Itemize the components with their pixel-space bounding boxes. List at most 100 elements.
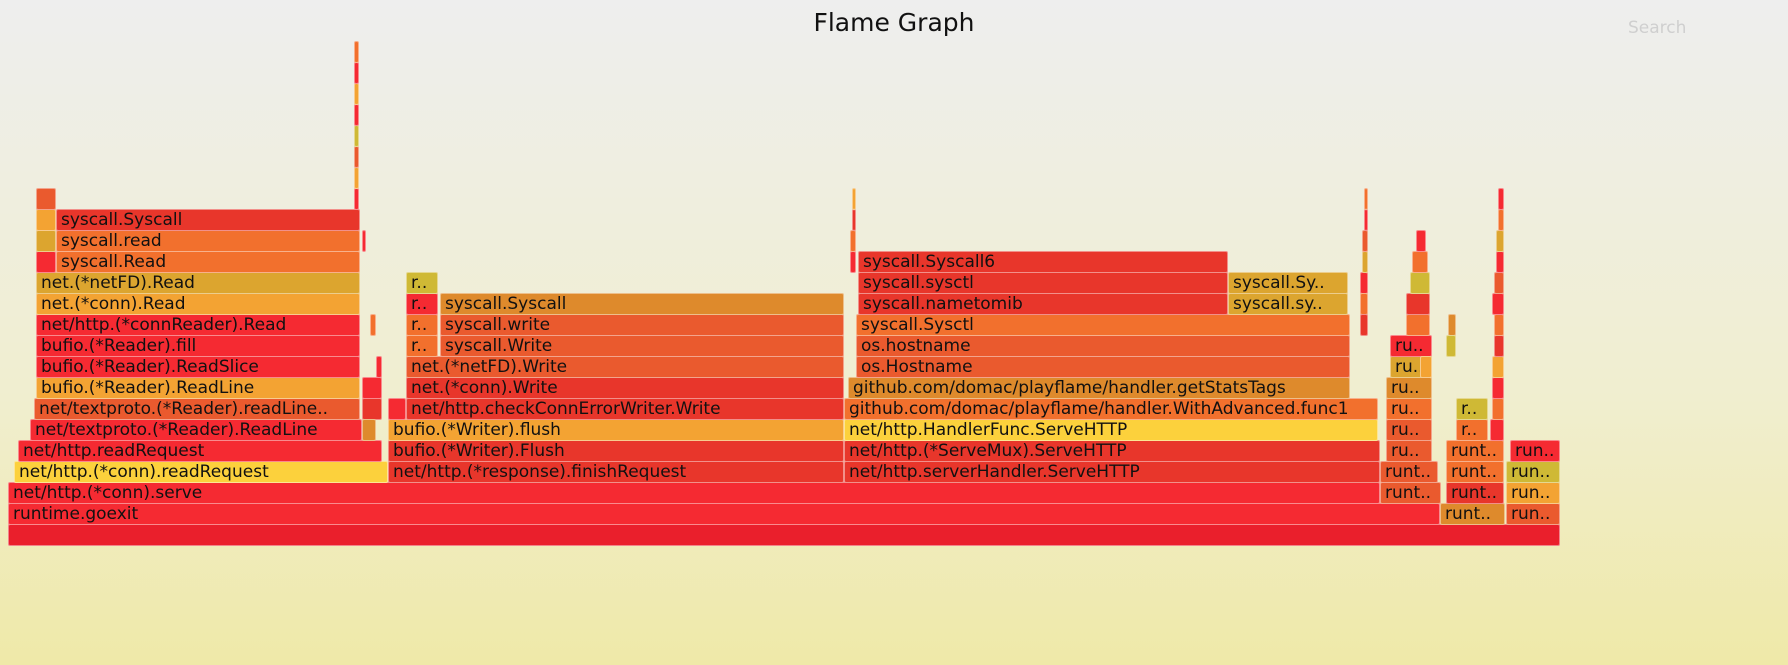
flame-frame[interactable]: runtime.goexit [8, 503, 1440, 525]
flame-frame[interactable]: net.(*conn).Write [406, 377, 844, 399]
flame-frame[interactable]: net.(*conn).Read [36, 293, 360, 315]
flame-frame[interactable] [1362, 230, 1368, 252]
flame-frame[interactable]: syscall.sy.. [1228, 293, 1348, 315]
flame-frame[interactable]: net/http.serverHandler.ServeHTTP [844, 461, 1380, 483]
flame-frame[interactable] [852, 209, 856, 231]
flame-frame[interactable] [1492, 398, 1504, 420]
flame-frame[interactable]: runt.. [1380, 482, 1441, 504]
flame-frame[interactable]: syscall.write [440, 314, 844, 336]
flame-frame[interactable]: net/textproto.(*Reader).readLine.. [34, 398, 360, 420]
flame-frame[interactable] [1498, 188, 1504, 210]
flame-frame[interactable]: syscall.Sy.. [1228, 272, 1348, 294]
flame-frame[interactable]: syscall.Write [440, 335, 844, 357]
flame-frame[interactable] [1498, 209, 1504, 231]
flame-frame[interactable] [354, 167, 359, 189]
flame-frame[interactable]: syscall.read [56, 230, 360, 252]
flame-frame[interactable]: net.(*netFD).Write [406, 356, 844, 378]
flame-frame[interactable]: r.. [406, 335, 438, 357]
flame-frame[interactable] [1360, 314, 1368, 336]
flame-frame[interactable]: bufio.(*Reader).fill [36, 335, 360, 357]
flame-frame[interactable]: run.. [1510, 440, 1560, 462]
flame-frame[interactable] [850, 251, 856, 273]
flame-frame[interactable] [1494, 314, 1504, 336]
flame-frame[interactable]: ru.. [1386, 398, 1432, 420]
flame-frame[interactable]: syscall.Read [56, 251, 360, 273]
flame-frame[interactable] [1362, 251, 1368, 273]
flame-frame[interactable] [354, 83, 359, 105]
flame-frame[interactable] [376, 356, 382, 378]
flame-frame[interactable] [850, 230, 856, 252]
flame-frame[interactable] [1494, 335, 1504, 357]
flame-frame[interactable] [1492, 377, 1504, 399]
flame-frame[interactable]: net/http.(*ServeMux).ServeHTTP [844, 440, 1380, 462]
flame-frame[interactable] [1406, 293, 1430, 315]
flame-frame[interactable]: bufio.(*Writer).Flush [388, 440, 844, 462]
flame-frame[interactable]: syscall.Syscall [440, 293, 844, 315]
flame-frame[interactable]: net/http.(*conn).serve [8, 482, 1380, 504]
flame-frame[interactable]: runt.. [1446, 440, 1504, 462]
flame-frame[interactable]: syscall.nametomib [858, 293, 1228, 315]
flame-frame[interactable] [354, 146, 359, 168]
flame-frame[interactable]: net/http.(*conn).readRequest [14, 461, 388, 483]
flame-frame[interactable] [1364, 209, 1368, 231]
flame-frame[interactable]: r.. [406, 272, 438, 294]
flame-frame[interactable] [1494, 272, 1504, 294]
flame-frame[interactable]: syscall.Syscall6 [858, 251, 1228, 273]
flame-frame[interactable]: r.. [406, 293, 438, 315]
flame-frame[interactable]: ru.. [1386, 377, 1432, 399]
flame-frame[interactable] [1364, 188, 1368, 210]
flame-frame[interactable]: os.Hostname [856, 356, 1350, 378]
flame-frame[interactable] [1410, 272, 1430, 294]
flame-frame[interactable] [36, 251, 56, 273]
flame-frame[interactable]: runt.. [1446, 461, 1504, 483]
flame-frame[interactable] [1446, 335, 1456, 357]
search-button[interactable]: Search [1628, 18, 1687, 38]
flame-frame[interactable] [1492, 293, 1504, 315]
flame-frame[interactable]: run.. [1506, 482, 1560, 504]
flame-frame[interactable] [1416, 230, 1426, 252]
flame-frame[interactable]: net/textproto.(*Reader).ReadLine [30, 419, 362, 441]
flame-frame[interactable] [36, 209, 56, 231]
flame-frame[interactable]: runt.. [1380, 461, 1438, 483]
flame-frame[interactable] [354, 41, 359, 63]
flame-frame[interactable]: net/http.(*connReader).Read [36, 314, 360, 336]
flame-frame[interactable] [8, 524, 1560, 546]
flame-frame[interactable]: runt.. [1446, 482, 1504, 504]
flame-frame[interactable] [362, 419, 376, 441]
flame-frame[interactable] [1490, 419, 1504, 441]
flame-frame[interactable] [388, 398, 406, 420]
flame-frame[interactable] [1492, 356, 1504, 378]
flame-frame[interactable]: os.hostname [856, 335, 1350, 357]
flame-frame[interactable]: ru.. [1386, 419, 1432, 441]
flame-frame[interactable]: bufio.(*Reader).ReadSlice [36, 356, 360, 378]
flame-frame[interactable]: github.com/domac/playflame/handler.WithA… [844, 398, 1378, 420]
flame-frame[interactable]: syscall.sysctl [858, 272, 1228, 294]
flame-frame[interactable] [362, 230, 366, 252]
flame-frame[interactable] [370, 314, 376, 336]
flame-frame[interactable]: run.. [1506, 461, 1560, 483]
flame-frame[interactable]: net/http.(*response).finishRequest [388, 461, 844, 483]
flame-frame[interactable]: r.. [1456, 419, 1488, 441]
flame-frame[interactable] [1496, 230, 1504, 252]
flame-frame[interactable] [1448, 314, 1456, 336]
flame-frame[interactable]: net.(*netFD).Read [36, 272, 360, 294]
flame-frame[interactable] [1360, 293, 1368, 315]
flame-frame[interactable]: bufio.(*Reader).ReadLine [36, 377, 360, 399]
flame-frame[interactable] [36, 188, 56, 210]
flame-frame[interactable] [362, 377, 382, 399]
flame-frame[interactable] [1412, 251, 1428, 273]
flame-frame[interactable]: ru.. [1390, 335, 1432, 357]
flame-frame[interactable]: run.. [1506, 503, 1560, 525]
flame-frame[interactable]: net/http.checkConnErrorWriter.Write [406, 398, 844, 420]
flame-frame[interactable]: r.. [1456, 398, 1488, 420]
flame-frame[interactable] [354, 62, 359, 84]
flame-frame[interactable] [1420, 356, 1432, 378]
flame-frame[interactable] [852, 188, 856, 210]
flame-frame[interactable] [354, 104, 359, 126]
flame-frame[interactable]: ru.. [1386, 440, 1432, 462]
flame-frame[interactable] [362, 398, 382, 420]
flame-frame[interactable]: syscall.Syscall [56, 209, 360, 231]
flame-frame[interactable] [1360, 272, 1368, 294]
flame-frame[interactable] [1406, 314, 1430, 336]
flame-frame[interactable] [1496, 251, 1504, 273]
